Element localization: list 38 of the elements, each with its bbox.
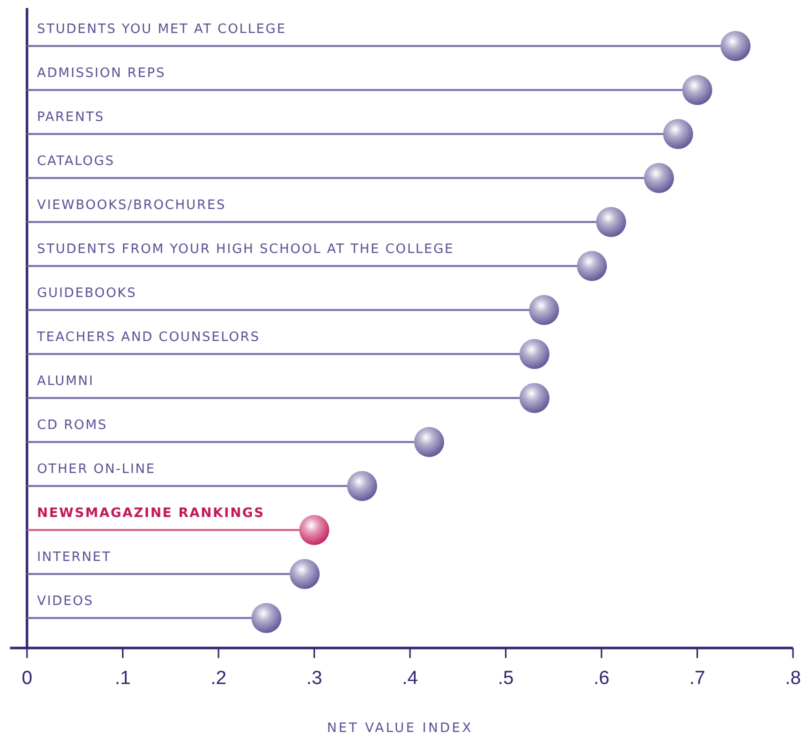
x-tick-label: .7 [689, 668, 706, 689]
y-tick-label: ALUMNI [37, 374, 94, 389]
point [519, 339, 550, 369]
x-tick-label: .2 [210, 668, 226, 689]
y-tick-label: OTHER ON-LINE [37, 462, 156, 477]
y-tick-label: TEACHERS AND COUNSELORS [36, 330, 260, 345]
y-tick-label: CD ROMS [37, 418, 108, 433]
y-tick-label: VIEWBOOKS/BROCHURES [37, 198, 226, 213]
point [720, 31, 751, 61]
y-tick-label: GUIDEBOOKS [37, 286, 137, 301]
point [644, 163, 674, 193]
x-tick-label: .4 [402, 668, 418, 689]
x-tick-label: 0 [22, 668, 32, 689]
point [682, 75, 712, 105]
point [529, 295, 560, 325]
point [596, 207, 626, 237]
x-tick-label: .1 [114, 668, 131, 689]
y-tick-label: STUDENTS YOU MET AT COLLEGE [37, 22, 286, 37]
point [414, 427, 444, 457]
y-tick-label: NEWSMAGAZINE RANKINGS [37, 506, 265, 521]
point [251, 603, 282, 633]
x-tick-label: .3 [306, 668, 322, 689]
y-tick-label: ADMISSION REPS [37, 66, 166, 81]
point [519, 383, 550, 413]
y-tick-label: VIDEOS [37, 594, 94, 609]
y-tick-label: INTERNET [37, 550, 112, 565]
x-axis-title: NET VALUE INDEX [326, 721, 474, 736]
point [290, 559, 320, 589]
x-tick-label: .6 [594, 668, 610, 689]
y-tick-label: STUDENTS FROM YOUR HIGH SCHOOL AT THE COLLEGE [37, 242, 454, 257]
x-tick-label: .5 [498, 668, 514, 689]
x-tick-label: .8 [785, 668, 801, 689]
y-tick-label: PARENTS [37, 110, 104, 125]
point [347, 471, 378, 501]
point [663, 119, 694, 149]
point [576, 251, 607, 281]
y-tick-label: CATALOGS [37, 154, 115, 169]
point [299, 515, 330, 545]
